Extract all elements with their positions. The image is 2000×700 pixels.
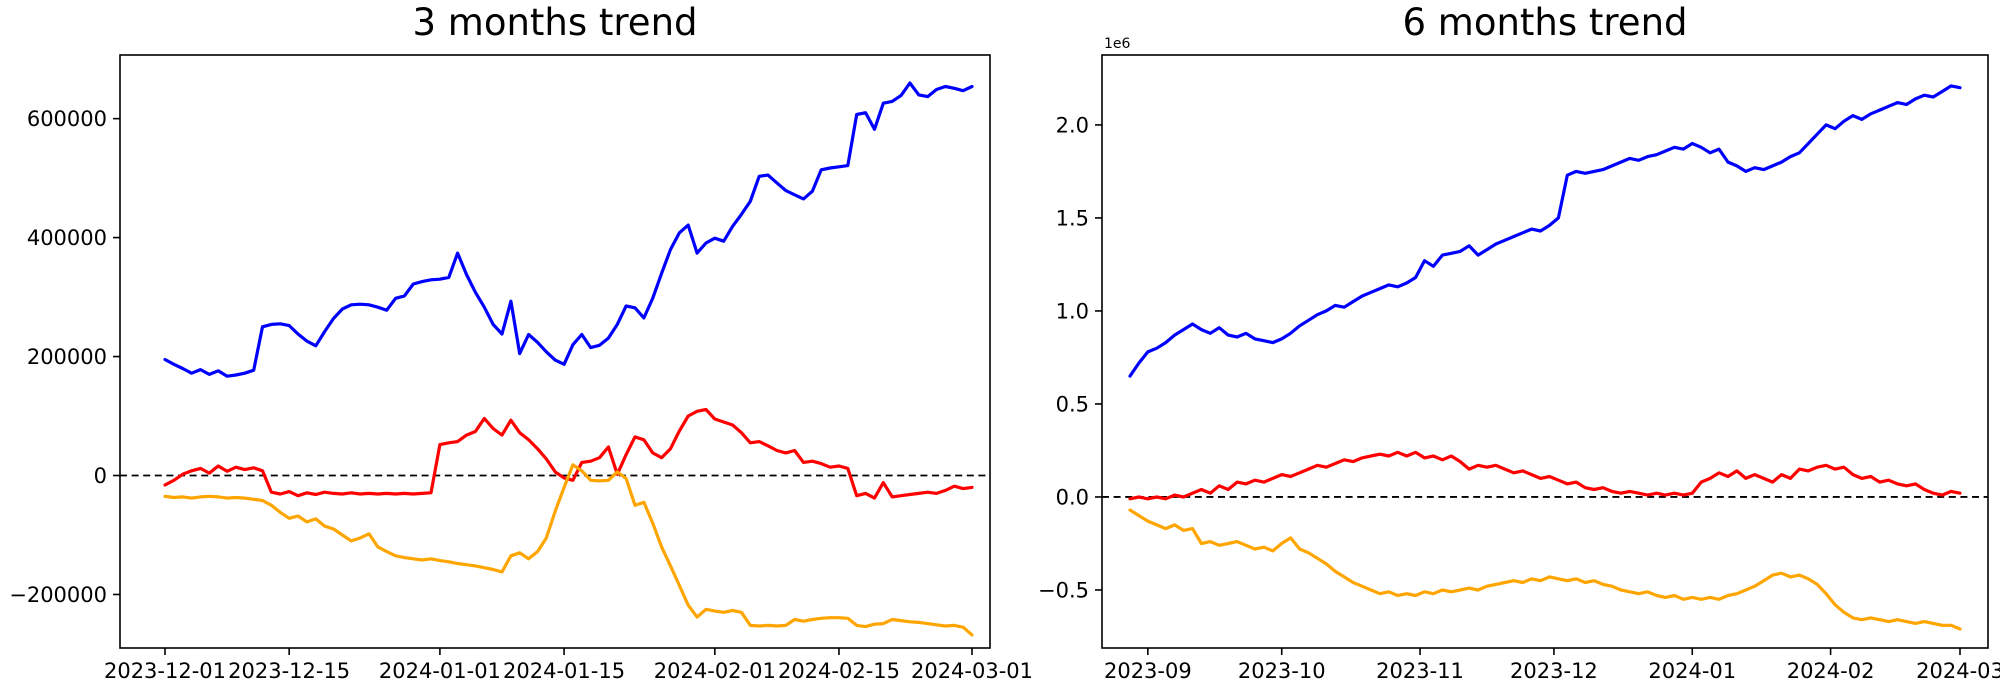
right-chart-title: 6 months trend [1402, 1, 1688, 44]
right-y-tick-label: 1.0 [1056, 299, 1089, 323]
right-y-tick-label: 0.0 [1056, 485, 1089, 509]
right-x-tick-label: 2023-09 [1104, 659, 1192, 683]
left-y-tick-label: 600000 [27, 107, 107, 131]
right-plot-border [1101, 54, 1989, 649]
right-y-tick-label: −0.5 [1038, 578, 1089, 602]
right-x-tick-label: 2023-12 [1510, 659, 1598, 683]
left-blue-line [163, 81, 974, 378]
left-plot-border [119, 54, 991, 649]
left-x-tick-label: 2024-02-01 [654, 659, 776, 683]
left-y-tick-label: 0 [94, 464, 107, 488]
right-x-tick-label: 2023-10 [1238, 659, 1326, 683]
left-y-tick-label: 400000 [27, 226, 107, 250]
left-x-tick-label: 2024-01-15 [503, 659, 625, 683]
right-y-tick-label: 2.0 [1056, 113, 1089, 137]
right-x-tick-label: 2024-03 [1916, 659, 2000, 683]
right-y-axis-offset-label: 1e6 [1104, 36, 1131, 52]
right-orange-line [1128, 508, 1962, 631]
left-x-tick-label: 2024-03-01 [911, 659, 1033, 683]
right-x-tick-label: 2024-01 [1648, 659, 1736, 683]
left-x-tick-label: 2023-12-15 [228, 659, 350, 683]
right-y-tick-label: 1.5 [1056, 206, 1089, 230]
left-x-tick-label: 2024-02-15 [778, 659, 900, 683]
right-y-tick-label: 0.5 [1056, 392, 1089, 416]
left-y-tick-label: −200000 [9, 583, 107, 607]
left-orange-line [163, 463, 974, 637]
right-red-line [1128, 450, 1962, 501]
right-blue-line [1128, 84, 1962, 378]
left-y-tick-label: 200000 [27, 345, 107, 369]
left-chart-title: 3 months trend [412, 1, 698, 44]
left-red-line [163, 407, 974, 500]
right-x-tick-label: 2024-02 [1787, 659, 1875, 683]
left-x-tick-label: 2023-12-01 [104, 659, 226, 683]
right-x-tick-label: 2023-11 [1376, 659, 1464, 683]
left-x-tick-label: 2024-01-01 [379, 659, 501, 683]
